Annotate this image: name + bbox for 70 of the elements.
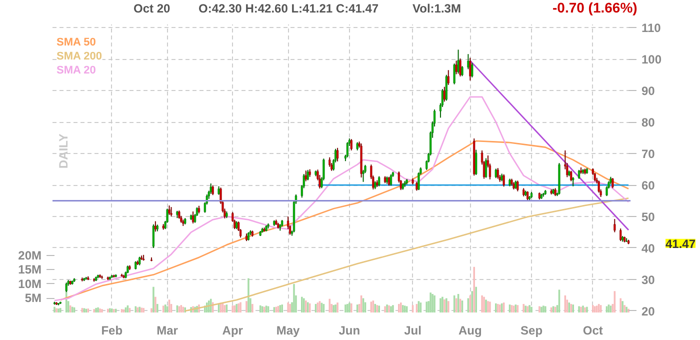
candlestick xyxy=(443,86,446,102)
candlestick xyxy=(336,147,339,162)
candlestick xyxy=(306,169,309,181)
y-tick-label: 90 xyxy=(642,84,656,98)
candlestick xyxy=(154,220,156,232)
candlestick xyxy=(455,60,458,75)
candlestick xyxy=(598,180,600,194)
candlestick xyxy=(496,168,499,180)
candlestick xyxy=(192,210,194,224)
x-tick-label: Mar xyxy=(156,324,178,338)
candlestick xyxy=(494,168,497,179)
text: SMA 50 xyxy=(56,36,96,48)
candlestick xyxy=(168,204,170,216)
x-tick-label: May xyxy=(276,324,300,338)
y2-tick-label: 10M xyxy=(18,276,42,291)
y2-tick-label: 5M xyxy=(24,291,42,306)
candlestick xyxy=(212,184,214,196)
candlestick xyxy=(445,74,448,102)
candlestick xyxy=(362,169,364,182)
text: SMA 20 xyxy=(56,64,96,76)
y-tick-label: 60 xyxy=(642,178,656,193)
candlestick xyxy=(304,170,307,182)
candlestick xyxy=(461,66,464,77)
candlestick xyxy=(457,49,460,74)
candlestick xyxy=(502,174,505,188)
candlestick xyxy=(328,156,331,168)
candlestick xyxy=(471,62,474,78)
x-tick-label: Jun xyxy=(338,324,360,338)
x-tick-label: Oct xyxy=(582,324,603,338)
y2-tick-label: 20M xyxy=(18,248,42,262)
y-tick-label: 70 xyxy=(642,147,656,162)
candlestick xyxy=(418,172,420,191)
candlestick xyxy=(572,176,574,187)
y-tick-label: 40 xyxy=(642,241,656,256)
candlestick xyxy=(469,57,472,82)
candlestick xyxy=(614,218,616,233)
y-tick-label: 50 xyxy=(642,210,656,224)
candlestick xyxy=(467,54,470,70)
y-tick-label: 20 xyxy=(642,304,656,318)
text: 41.47 xyxy=(666,236,696,251)
line-series xyxy=(184,198,630,312)
y-tick-label: 110 xyxy=(642,21,662,36)
candlestick xyxy=(570,170,572,182)
text: O:42.30 H:42.60 L:41.21 C:41.47 xyxy=(198,2,379,16)
text: Vol:1.3M xyxy=(412,2,461,16)
x-tick-label: Jul xyxy=(404,324,422,338)
candlestick xyxy=(620,228,622,242)
candlestick xyxy=(453,63,456,85)
candlestick xyxy=(170,206,172,217)
y-tick-label: 80 xyxy=(642,116,656,130)
candlestick xyxy=(516,180,519,192)
y-tick-label: 30 xyxy=(642,272,656,287)
x-tick-label: Sep xyxy=(520,324,543,338)
y-tick-label: 100 xyxy=(642,52,662,67)
candlestick xyxy=(152,224,154,248)
candlestick xyxy=(459,58,462,77)
text: -0.70 (1.66%) xyxy=(552,0,638,16)
text: Oct 20 xyxy=(134,2,171,16)
x-tick-label: Aug xyxy=(458,324,482,338)
candlestick xyxy=(612,178,614,189)
candlestick xyxy=(475,149,478,176)
candlestick xyxy=(346,142,348,158)
candlestick xyxy=(626,238,628,242)
candlestick xyxy=(447,70,450,86)
candlestick xyxy=(378,176,380,187)
y2-tick-label: 15M xyxy=(18,262,42,277)
x-tick-label: Feb xyxy=(101,324,123,338)
candlestick xyxy=(350,138,352,151)
x-tick-label: Apr xyxy=(222,324,244,338)
text: SMA 200 xyxy=(56,50,102,62)
